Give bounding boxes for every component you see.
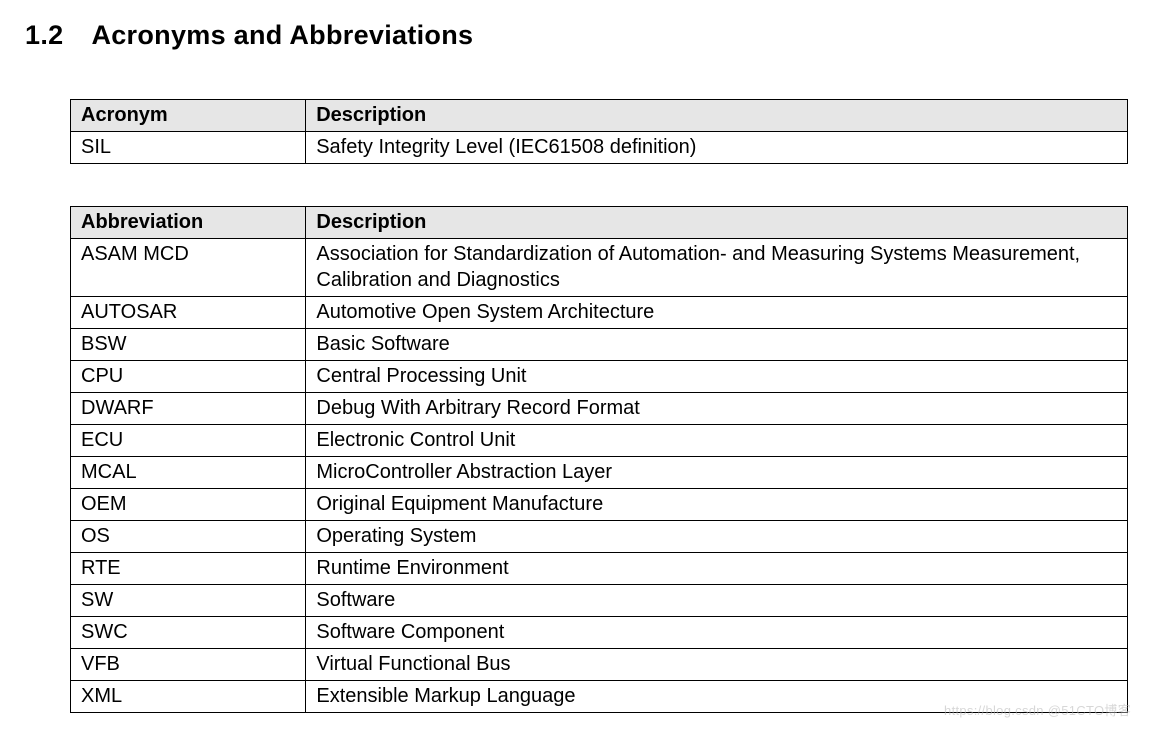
table-row: SIL Safety Integrity Level (IEC61508 def… [71,132,1128,164]
cell-term: ASAM MCD [71,239,306,297]
section-heading: 1.2 Acronyms and Abbreviations [25,20,1128,51]
cell-term: DWARF [71,393,306,425]
column-header-description: Description [306,100,1128,132]
table-row: ECU Electronic Control Unit [71,425,1128,457]
table-row: SW Software [71,585,1128,617]
table-row: DWARF Debug With Arbitrary Record Format [71,393,1128,425]
table-row: AUTOSAR Automotive Open System Architect… [71,297,1128,329]
column-header-acronym: Acronym [71,100,306,132]
cell-term: SIL [71,132,306,164]
cell-desc: Original Equipment Manufacture [306,489,1128,521]
table-header-row: Abbreviation Description [71,207,1128,239]
cell-desc: Debug With Arbitrary Record Format [306,393,1128,425]
table-row: BSW Basic Software [71,329,1128,361]
cell-term: XML [71,681,306,713]
cell-term: BSW [71,329,306,361]
cell-term: MCAL [71,457,306,489]
cell-desc: Operating System [306,521,1128,553]
cell-term: VFB [71,649,306,681]
table-row: ASAM MCD Association for Standardization… [71,239,1128,297]
abbreviation-table: Abbreviation Description ASAM MCD Associ… [70,206,1128,713]
table-row: MCAL MicroController Abstraction Layer [71,457,1128,489]
cell-desc: Software Component [306,617,1128,649]
acronym-table: Acronym Description SIL Safety Integrity… [70,99,1128,164]
cell-desc: Runtime Environment [306,553,1128,585]
table-row: OEM Original Equipment Manufacture [71,489,1128,521]
watermark-text: https://blog.csdn @51CTO博客 [944,700,1131,719]
cell-desc: Association for Standardization of Autom… [306,239,1128,297]
section-number: 1.2 [25,20,63,51]
cell-term: OS [71,521,306,553]
table-row: VFB Virtual Functional Bus [71,649,1128,681]
table-row: SWC Software Component [71,617,1128,649]
cell-term: CPU [71,361,306,393]
cell-desc: Software [306,585,1128,617]
column-header-abbreviation: Abbreviation [71,207,306,239]
cell-desc: Central Processing Unit [306,361,1128,393]
column-header-description: Description [306,207,1128,239]
cell-term: SW [71,585,306,617]
cell-desc: Safety Integrity Level (IEC61508 definit… [306,132,1128,164]
cell-term: AUTOSAR [71,297,306,329]
cell-desc: Electronic Control Unit [306,425,1128,457]
cell-desc: Automotive Open System Architecture [306,297,1128,329]
cell-term: OEM [71,489,306,521]
cell-term: RTE [71,553,306,585]
section-title: Acronyms and Abbreviations [91,20,473,50]
table-header-row: Acronym Description [71,100,1128,132]
cell-desc: MicroController Abstraction Layer [306,457,1128,489]
table-row: RTE Runtime Environment [71,553,1128,585]
table-row: CPU Central Processing Unit [71,361,1128,393]
table-row: OS Operating System [71,521,1128,553]
cell-term: ECU [71,425,306,457]
cell-desc: Basic Software [306,329,1128,361]
cell-term: SWC [71,617,306,649]
cell-desc: Virtual Functional Bus [306,649,1128,681]
